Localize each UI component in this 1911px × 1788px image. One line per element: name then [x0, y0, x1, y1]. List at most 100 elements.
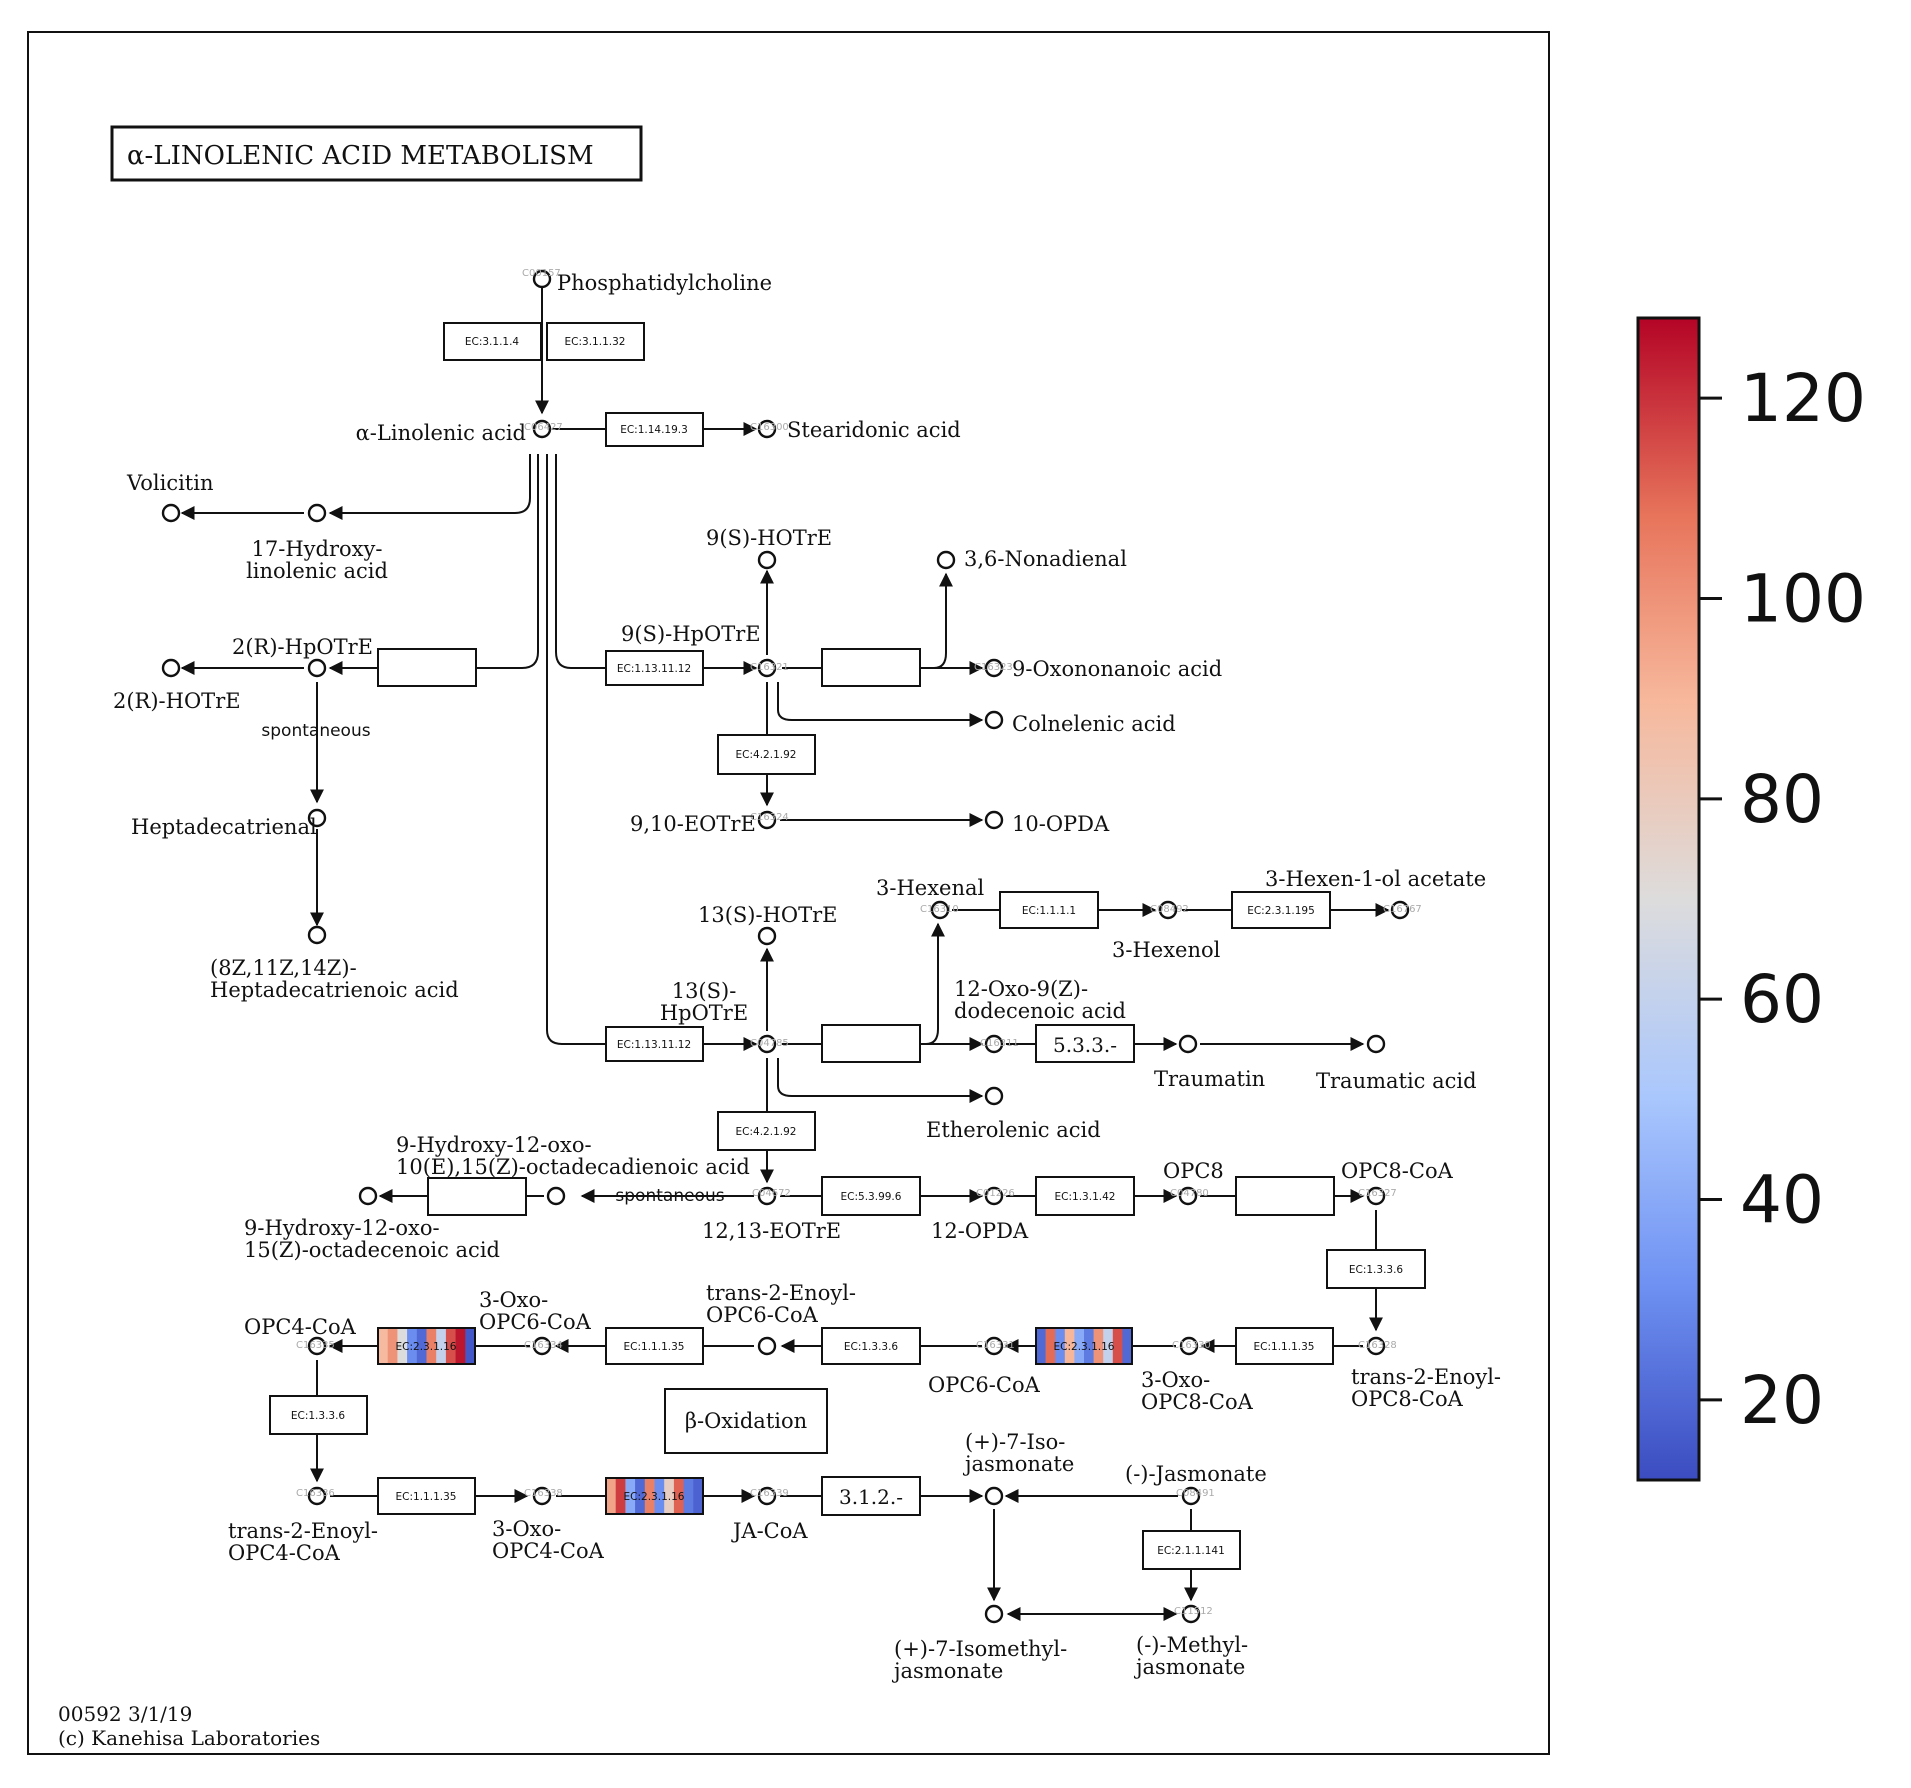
- enzyme-ec-3-1-1-4[interactable]: EC:3.1.1.4: [443, 322, 542, 361]
- compound-node[interactable]: [757, 1486, 777, 1506]
- compound-node[interactable]: [1178, 1034, 1198, 1054]
- enzyme-5-3-3[interactable]: 5.3.3.-: [1035, 1024, 1135, 1063]
- compound-node[interactable]: [532, 1336, 552, 1356]
- svg-text:C16336: C16336: [296, 1488, 335, 1499]
- svg-text:C16334: C16334: [524, 1340, 563, 1351]
- compound-node[interactable]: [984, 1034, 1004, 1054]
- compound-node[interactable]: [1390, 900, 1410, 920]
- enzyme-ec-1-13-11-12-b[interactable]: EC:1.13.11.12: [605, 1026, 704, 1062]
- enzyme-ec-1-3-3-6-c[interactable]: EC:1.3.3.6: [269, 1395, 368, 1435]
- enzyme-ec-2-3-1-16-bottom[interactable]: EC:2.3.1.16: [605, 1477, 704, 1515]
- enzyme-ec-1-14-19-3[interactable]: EC:1.14.19.3: [605, 412, 704, 447]
- svg-text:C16324: C16324: [750, 812, 789, 823]
- label-9-10-eotre: 9,10-EOTrE: [630, 812, 756, 836]
- compound-node[interactable]: [984, 1336, 1004, 1356]
- expression-stripe: [1103, 1328, 1114, 1364]
- compound-node[interactable]: [757, 419, 777, 439]
- compound-node[interactable]: [984, 810, 1004, 830]
- enzyme-3-1-2[interactable]: 3.1.2.-: [821, 1476, 921, 1516]
- compound-node[interactable]: [984, 658, 1004, 678]
- enzyme-ec-3-1-1-32[interactable]: EC:3.1.1.32: [546, 322, 645, 361]
- svg-text:C16328: C16328: [1358, 1340, 1397, 1351]
- enzyme-ec-1-3-1-42[interactable]: EC:1.3.1.42: [1035, 1176, 1135, 1216]
- enzyme-blank-3[interactable]: [821, 1024, 921, 1063]
- svg-text:C04780: C04780: [1170, 1188, 1209, 1199]
- compound-node[interactable]: [307, 658, 327, 678]
- enzyme-ec-2-3-1-16-mid[interactable]: EC:2.3.1.16: [1035, 1327, 1133, 1365]
- svg-text:C16310: C16310: [920, 904, 959, 915]
- compound-node[interactable]: [984, 1486, 1004, 1506]
- label-isomethyl-jasmonate: (+)-7-Isomethyl-jasmonate: [891, 1637, 1067, 1683]
- label-stearidonic: Stearidonic acid: [787, 418, 961, 442]
- svg-text:EC:2.3.1.16: EC:2.3.1.16: [396, 1341, 457, 1353]
- compound-node[interactable]: [757, 658, 777, 678]
- compound-node[interactable]: [307, 1336, 327, 1356]
- enzyme-ec-1-3-3-6-a[interactable]: EC:1.3.3.6: [1326, 1249, 1426, 1289]
- compound-node[interactable]: [984, 1086, 1004, 1106]
- expression-stripe: [387, 1328, 398, 1364]
- label-3-hexenol: 3-Hexenol: [1112, 938, 1221, 962]
- compound-node[interactable]: [307, 808, 327, 828]
- compound-node[interactable]: [930, 900, 950, 920]
- expression-stripe: [625, 1478, 636, 1514]
- enzyme-blank-2[interactable]: [821, 648, 921, 687]
- compound-node[interactable]: [984, 710, 1004, 730]
- label-phosphatidylcholine: Phosphatidylcholine: [557, 271, 772, 295]
- compound-node[interactable]: [757, 550, 777, 570]
- compound-node[interactable]: [532, 419, 552, 439]
- label-12-13-eotre: 12,13-EOTrE: [702, 1219, 841, 1243]
- enzyme-blank-4[interactable]: [427, 1177, 527, 1216]
- compound-node[interactable]: [1179, 1336, 1199, 1356]
- enzyme-ec-1-3-3-6-b[interactable]: EC:1.3.3.6: [821, 1327, 921, 1365]
- enzyme-ec-1-1-1-1[interactable]: EC:1.1.1.1: [999, 891, 1099, 929]
- svg-text:C08492: C08492: [1150, 904, 1189, 915]
- enzyme-ec-1-1-1-35-b[interactable]: EC:1.1.1.35: [605, 1327, 704, 1365]
- compound-node[interactable]: [358, 1186, 378, 1206]
- compound-node[interactable]: [1178, 1186, 1198, 1206]
- svg-text:C04672: C04672: [752, 1188, 791, 1199]
- compound-node[interactable]: [757, 1034, 777, 1054]
- enzyme-ec-2-1-1-141[interactable]: EC:2.1.1.141: [1142, 1530, 1241, 1570]
- compound-node[interactable]: [307, 503, 327, 523]
- compound-node[interactable]: [532, 1486, 552, 1506]
- compound-node[interactable]: [757, 810, 777, 830]
- enzyme-blank-5[interactable]: [1235, 1176, 1335, 1216]
- compound-node[interactable]: [936, 550, 956, 570]
- compound-node[interactable]: [161, 658, 181, 678]
- compound-node[interactable]: [1181, 1604, 1201, 1624]
- compound-node[interactable]: [757, 926, 777, 946]
- enzyme-ec-5-3-99-6[interactable]: EC:5.3.99.6: [821, 1176, 921, 1216]
- label-9s-hotre: 9(S)-HOTrE: [706, 526, 832, 550]
- compound-node[interactable]: [1158, 900, 1178, 920]
- compound-node[interactable]: [1366, 1186, 1386, 1206]
- compound-node[interactable]: [546, 1186, 566, 1206]
- compound-node[interactable]: [1181, 1486, 1201, 1506]
- enzyme-ec-4-2-1-92-a[interactable]: EC:4.2.1.92: [717, 734, 816, 775]
- svg-text:EC:3.1.1.4: EC:3.1.1.4: [465, 336, 520, 348]
- label-opc8: OPC8: [1163, 1159, 1224, 1183]
- svg-text:5.3.3.-: 5.3.3.-: [1053, 1033, 1117, 1057]
- compound-node[interactable]: [984, 1604, 1004, 1624]
- compound-node[interactable]: [307, 1486, 327, 1506]
- compound-node[interactable]: [757, 1336, 777, 1356]
- label-trans-2-enoyl-opc8-coa: trans-2-Enoyl-OPC8-CoA: [1351, 1365, 1501, 1411]
- enzyme-ec-1-1-1-35-a[interactable]: EC:1.1.1.35: [1235, 1327, 1334, 1365]
- compound-node[interactable]: [1366, 1034, 1386, 1054]
- compound-node[interactable]: [307, 925, 327, 945]
- compound-node[interactable]: [984, 1186, 1004, 1206]
- enzyme-ec-2-3-1-195[interactable]: EC:2.3.1.195: [1231, 891, 1331, 929]
- enzyme-ec-1-13-11-12-a[interactable]: EC:1.13.11.12: [605, 650, 704, 686]
- expression-stripe: [1055, 1328, 1066, 1364]
- compound-node[interactable]: [1366, 1336, 1386, 1356]
- label-13s-hpotre: 13(S)-HpOTrE: [660, 979, 748, 1025]
- map-title: α-LINOLENIC ACID METABOLISM: [127, 141, 594, 171]
- beta-oxidation-box[interactable]: β-Oxidation: [664, 1388, 828, 1454]
- compound-node[interactable]: [161, 503, 181, 523]
- compound-node[interactable]: [532, 269, 552, 289]
- compound-node[interactable]: [757, 1186, 777, 1206]
- svg-text:C06427: C06427: [524, 422, 563, 433]
- enzyme-ec-1-1-1-35-c[interactable]: EC:1.1.1.35: [377, 1477, 476, 1515]
- enzyme-ec-2-3-1-16-left[interactable]: EC:2.3.1.16: [377, 1327, 476, 1365]
- enzyme-blank-1[interactable]: [377, 648, 477, 687]
- enzyme-ec-4-2-1-92-b[interactable]: EC:4.2.1.92: [717, 1111, 816, 1151]
